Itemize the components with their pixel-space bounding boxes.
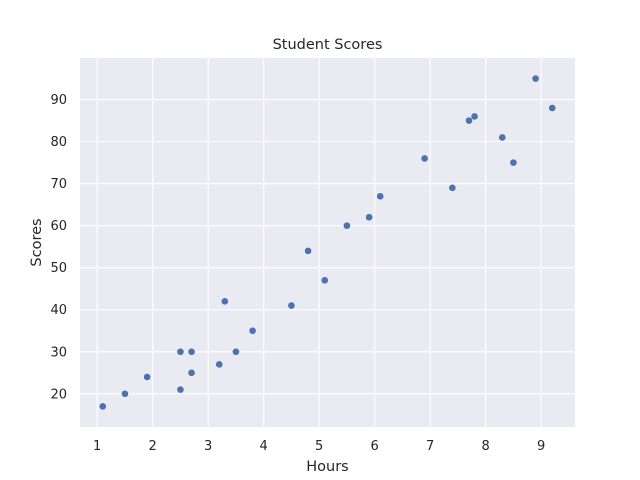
y-tick-label: 20 [50, 387, 67, 402]
data-point [232, 347, 240, 356]
x-tick-label: 2 [149, 439, 157, 454]
y-tick-label: 40 [50, 303, 67, 318]
x-tick-label: 4 [260, 439, 268, 454]
data-point [470, 112, 479, 121]
data-point [498, 133, 507, 142]
data-points [98, 74, 557, 411]
data-point [365, 213, 373, 222]
x-tick-label: 5 [315, 439, 323, 454]
data-point [287, 301, 296, 310]
y-tick-label: 60 [50, 219, 67, 234]
data-point [548, 104, 557, 112]
data-point [509, 158, 518, 167]
data-point [121, 389, 129, 398]
x-tick-labels: 1 2 3 4 5 6 7 8 9 [93, 439, 545, 454]
data-point [420, 154, 429, 163]
data-point [531, 74, 540, 83]
data-point [448, 184, 457, 192]
data-point [187, 368, 196, 377]
y-axis-label: Scores [29, 218, 45, 266]
y-tick-label: 90 [50, 93, 67, 108]
y-tick-label: 70 [50, 177, 67, 192]
plot-area [80, 58, 575, 427]
data-point [465, 116, 473, 125]
data-point [98, 402, 107, 411]
data-point [220, 297, 229, 306]
data-point [343, 221, 351, 230]
x-tick-label: 8 [482, 439, 490, 454]
data-point [176, 385, 185, 394]
data-point [215, 360, 224, 369]
data-point [176, 347, 185, 356]
x-tick-label: 7 [426, 439, 434, 454]
y-tick-labels: 20 30 40 50 60 70 80 90 [50, 93, 67, 402]
x-tick-label: 6 [371, 439, 379, 454]
y-tick-label: 30 [50, 345, 67, 360]
data-point [187, 347, 196, 356]
y-tick-label: 50 [50, 261, 67, 276]
grid [80, 58, 575, 427]
data-point [143, 373, 151, 381]
y-tick-label: 80 [50, 135, 67, 150]
data-point [304, 247, 312, 255]
data-point [376, 192, 385, 201]
x-axis-label: Hours [306, 459, 348, 475]
x-tick-label: 3 [204, 439, 212, 454]
x-tick-label: 9 [537, 439, 545, 454]
x-tick-label: 1 [93, 439, 101, 454]
data-point [320, 276, 329, 285]
chart-title: Student Scores [273, 37, 383, 53]
data-point [248, 326, 257, 335]
